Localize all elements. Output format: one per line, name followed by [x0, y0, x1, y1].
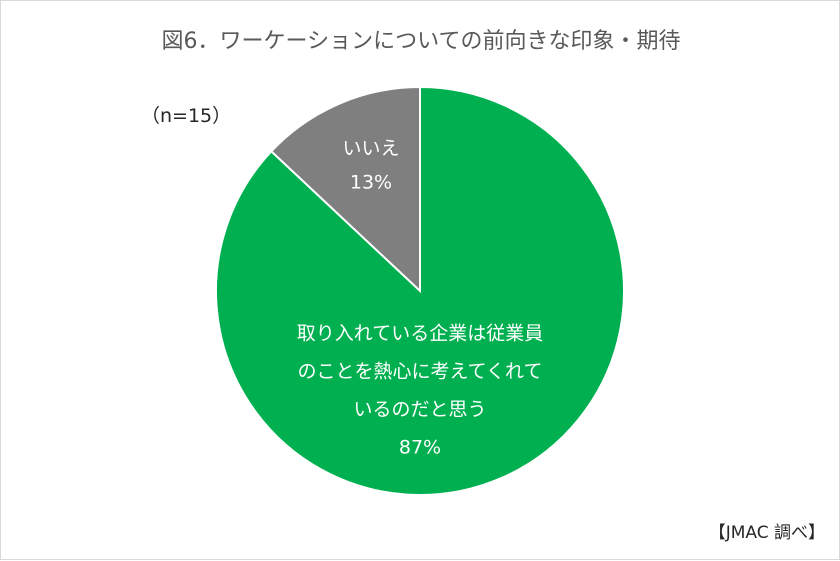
pie-slice-1 [269, 85, 421, 294]
slice-2-label-line: のことを熱心に考えてくれて [298, 361, 543, 383]
slice-1-value-label: 13% [350, 172, 392, 194]
pie-slice-2 [215, 85, 625, 496]
slice-2-value-label: 87% [399, 437, 441, 459]
source-note: 【JMAC 調べ】 [708, 523, 825, 543]
chart-title: 図6．ワーケーションについての前向きな印象・期待 [161, 29, 681, 54]
slice-2-label-line: 取り入れている企業は従業員 [297, 323, 543, 345]
slice-2-label-line: いるのだと思う [353, 399, 486, 421]
sample-size-note: （n=15） [141, 105, 232, 127]
slice-1-label-line: いいえ [342, 138, 399, 160]
